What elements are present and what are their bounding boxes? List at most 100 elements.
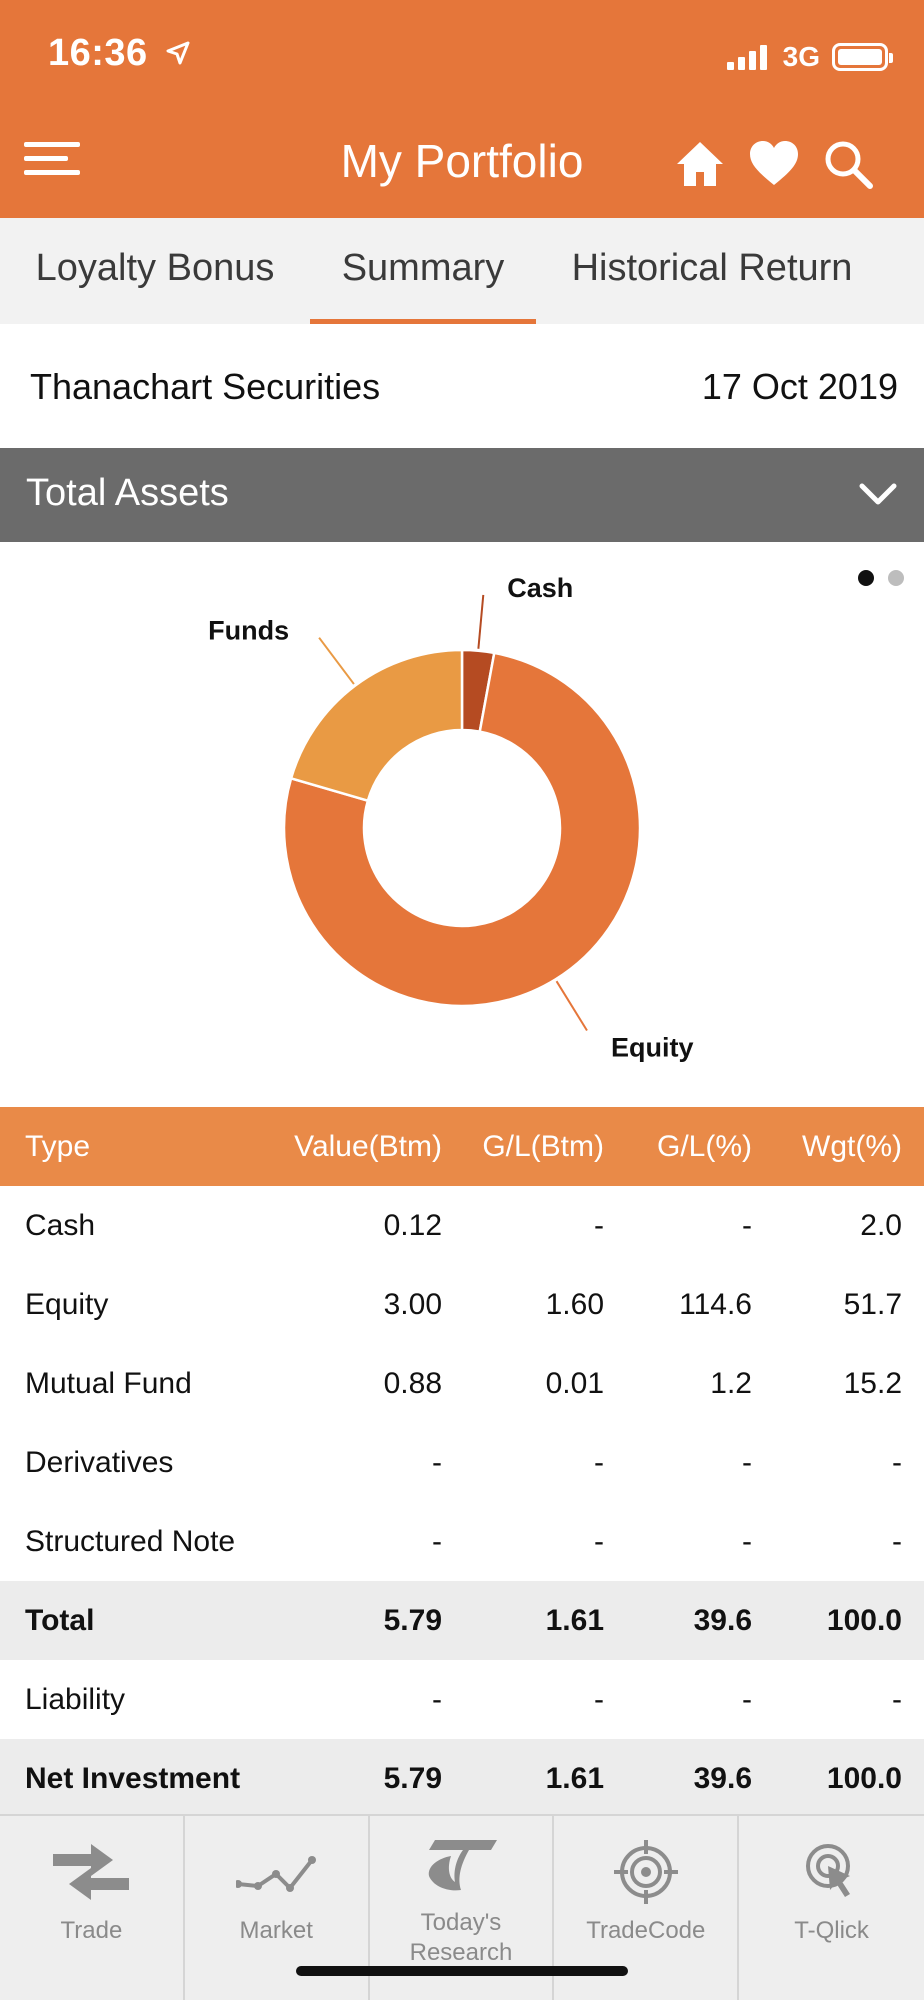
cell: -	[432, 1524, 442, 1558]
location-arrow-icon	[165, 33, 191, 76]
nav-market[interactable]: Market	[185, 1816, 370, 2000]
table-row-liability[interactable]: Liability - - - -	[0, 1660, 924, 1739]
header-gl-pct: G/L(%)	[656, 1129, 752, 1163]
cell: -	[742, 1524, 752, 1558]
nav-trade[interactable]: Trade	[0, 1816, 185, 2000]
search-icon[interactable]	[822, 138, 874, 190]
nav-label: T-Qlick	[794, 1917, 869, 1944]
asset-table: Type Value(Btm) G/L(Btm) G/L(%) Wgt(%) C…	[0, 1107, 924, 1818]
cell: 5.79	[383, 1603, 442, 1637]
battery-icon	[832, 43, 893, 71]
tab-loyalty-bonus[interactable]: Loyalty Bonus	[35, 247, 275, 289]
cell: -	[742, 1208, 752, 1242]
slice-funds[interactable]	[289, 648, 464, 803]
tab-historical-return[interactable]: Historical Return	[571, 247, 853, 289]
table-row-structured-note[interactable]: Structured Note - - - -	[0, 1502, 924, 1581]
header-gl-btm: G/L(Btm)	[482, 1129, 604, 1163]
cell: Cash	[25, 1208, 96, 1242]
cell: Liability	[25, 1682, 126, 1716]
cell: 100.0	[826, 1603, 902, 1637]
nav-bar: My Portfolio	[0, 120, 924, 210]
cell: Equity	[25, 1287, 109, 1321]
table-row-derivatives[interactable]: Derivatives - - - -	[0, 1423, 924, 1502]
cell: -	[594, 1445, 604, 1479]
home-indicator	[296, 1966, 628, 1976]
header-value: Value(Btm)	[294, 1129, 442, 1163]
slice-label-funds: Funds	[208, 616, 289, 646]
page-dot[interactable]	[888, 570, 904, 586]
market-icon	[234, 1840, 317, 1904]
cell: Total	[25, 1603, 95, 1637]
network-type: 3G	[782, 41, 820, 72]
research-icon	[421, 1834, 501, 1898]
nav-label: Market	[239, 1917, 313, 1944]
slice-equity[interactable]	[282, 651, 642, 1008]
heart-icon[interactable]	[748, 138, 800, 190]
cell: 0.12	[383, 1208, 442, 1242]
table-row-net-investment: Net Investment 5.79 1.61 39.6 100.0	[0, 1739, 924, 1818]
nav-todays-research[interactable]: Today's Research	[370, 1816, 555, 2000]
page-indicator	[844, 570, 904, 586]
menu-icon[interactable]	[24, 142, 80, 186]
cell: -	[742, 1445, 752, 1479]
broker-row: Thanachart Securities 17 Oct 2019	[0, 324, 924, 448]
broker-name: Thanachart Securities	[30, 366, 381, 407]
status-time: 16:36	[48, 32, 191, 76]
nav-label: TradeCode	[586, 1917, 706, 1944]
section-title: Total Assets	[26, 472, 229, 514]
cell: Net Investment	[25, 1761, 241, 1795]
leader-line-cash	[477, 594, 485, 649]
cell: 1.61	[545, 1603, 604, 1637]
cell: Structured Note	[25, 1524, 236, 1558]
table-row-total: Total 5.79 1.61 39.6 100.0	[0, 1581, 924, 1660]
chart-area: Cash Equity Funds	[0, 542, 924, 1107]
tab-summary[interactable]: Summary	[310, 218, 536, 324]
nav-tradecode[interactable]: TradeCode	[554, 1816, 740, 2000]
app-header: 16:36 3G My Portfolio	[0, 0, 924, 218]
cell: 1.60	[545, 1287, 604, 1321]
home-icon[interactable]	[674, 138, 726, 190]
header-weight: Wgt(%)	[802, 1129, 902, 1163]
status-bar: 16:36 3G	[0, 0, 924, 110]
table-header: Type Value(Btm) G/L(Btm) G/L(%) Wgt(%)	[0, 1107, 924, 1186]
total-assets-dropdown[interactable]: Total Assets	[0, 448, 924, 542]
page-dot-active[interactable]	[858, 570, 874, 586]
click-icon	[792, 1840, 872, 1904]
cell: -	[892, 1682, 902, 1716]
cell: 114.6	[679, 1287, 752, 1321]
cell: 39.6	[693, 1761, 752, 1795]
cell: 100.0	[826, 1761, 902, 1795]
signal-icon	[726, 44, 771, 70]
cell: -	[742, 1682, 752, 1716]
cell: 15.2	[843, 1366, 902, 1400]
nav-label: Trade	[60, 1917, 123, 1944]
cell: -	[892, 1445, 902, 1479]
cell: 3.00	[383, 1287, 442, 1321]
header-type: Type	[25, 1129, 91, 1163]
cell: Derivatives	[25, 1445, 174, 1479]
leader-line-equity	[555, 980, 588, 1032]
table-row-equity[interactable]: Equity 3.00 1.60 114.6 51.7	[0, 1265, 924, 1344]
asset-donut-chart: Cash Equity Funds	[208, 573, 694, 1063]
target-icon	[606, 1840, 686, 1904]
cell: -	[892, 1524, 902, 1558]
slice-label-equity: Equity	[611, 1033, 694, 1063]
cell: 1.2	[710, 1366, 752, 1400]
cell: -	[594, 1682, 604, 1716]
nav-actions	[652, 138, 874, 190]
leader-line-funds	[318, 637, 355, 685]
cell: 2.0	[860, 1208, 902, 1242]
cell: -	[432, 1445, 442, 1479]
nav-t-qlick[interactable]: T-Qlick	[739, 1816, 924, 2000]
cell: -	[594, 1208, 604, 1242]
cell: 0.88	[383, 1366, 442, 1400]
cell: 39.6	[693, 1603, 752, 1637]
status-time-text: 16:36	[48, 32, 148, 74]
cell: -	[594, 1524, 604, 1558]
table-row-cash[interactable]: Cash 0.12 - - 2.0	[0, 1186, 924, 1265]
tab-bar: Loyalty Bonus Summary Historical Return	[0, 218, 924, 324]
trade-icon	[51, 1840, 131, 1904]
cell: 1.61	[545, 1761, 604, 1795]
table-row-mutual-fund[interactable]: Mutual Fund 0.88 0.01 1.2 15.2	[0, 1344, 924, 1423]
cell: 0.01	[545, 1366, 604, 1400]
